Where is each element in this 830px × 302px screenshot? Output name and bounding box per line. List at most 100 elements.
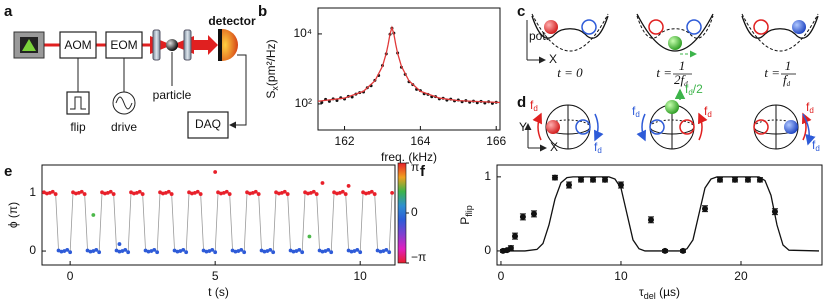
- point: [519, 213, 526, 220]
- axis-label: Y: [519, 120, 527, 134]
- time-denominator: 2fd: [674, 72, 688, 88]
- point: [108, 189, 113, 194]
- point: [381, 249, 386, 253]
- point: [195, 189, 200, 194]
- point: [143, 248, 148, 253]
- point: [117, 249, 122, 254]
- colorbar-tick-label: −π: [411, 250, 426, 264]
- x-tick-label: 5: [212, 269, 219, 283]
- point: [701, 205, 708, 212]
- point: [731, 176, 738, 183]
- point: [85, 248, 90, 253]
- point: [530, 210, 537, 217]
- text: d: [787, 80, 791, 88]
- freq-label: fd: [594, 140, 602, 155]
- point: [507, 244, 514, 251]
- time-label: t =: [764, 65, 780, 80]
- point: [617, 182, 624, 188]
- colorbar-tick-label: 0: [411, 205, 418, 219]
- point: [178, 249, 183, 253]
- panel-label: b: [258, 3, 267, 20]
- text: d: [707, 110, 711, 119]
- point: [300, 250, 305, 255]
- point: [123, 247, 128, 252]
- text: d: [684, 80, 688, 88]
- point: [366, 191, 371, 195]
- text: f: [632, 104, 636, 118]
- x-tick-label: 166: [486, 134, 506, 148]
- point: [50, 189, 55, 194]
- point: [337, 191, 342, 195]
- particle-label: particle: [153, 88, 192, 102]
- point: [146, 249, 151, 254]
- time-label: t =: [656, 65, 672, 80]
- plot-area: [500, 174, 820, 254]
- point: [126, 250, 131, 255]
- point: [117, 242, 122, 246]
- point: [74, 191, 78, 196]
- line: [500, 176, 820, 252]
- text: /2: [693, 82, 703, 96]
- axis-label: pot.: [529, 29, 549, 43]
- point: [187, 190, 191, 195]
- time-numerator: 1: [785, 58, 792, 73]
- point: [137, 189, 142, 194]
- y-tick-label: 0: [484, 243, 491, 257]
- text: τ: [639, 285, 644, 299]
- point: [47, 191, 52, 195]
- point: [224, 189, 229, 194]
- point: [361, 190, 365, 195]
- point: [129, 190, 133, 195]
- point: [744, 176, 751, 183]
- x-axis-label: t (s): [208, 285, 229, 299]
- text: x: [270, 86, 280, 91]
- point: [155, 250, 160, 255]
- point: [327, 99, 331, 103]
- text: f: [783, 72, 789, 87]
- point: [230, 248, 235, 253]
- drive-label: drive: [111, 120, 137, 134]
- point: [378, 249, 383, 254]
- freq-label: fd: [704, 104, 712, 119]
- point: [680, 247, 687, 254]
- point: [201, 248, 206, 253]
- x-tick-label: 0: [67, 269, 74, 283]
- point: [358, 250, 363, 255]
- point: [306, 191, 310, 196]
- point: [190, 191, 194, 196]
- y-axis-label: Sx(pm²/Hz): [264, 39, 280, 98]
- text: d: [533, 104, 537, 113]
- text: f: [806, 100, 810, 114]
- x-tick-label: 162: [335, 134, 355, 148]
- point: [216, 190, 220, 195]
- rotation-diagram: Y X fd fd fd fd fd/2 fd fd: [519, 82, 820, 155]
- point: [103, 191, 107, 196]
- panel-label: f: [420, 163, 426, 180]
- text: f: [530, 98, 534, 112]
- point: [53, 192, 58, 196]
- point: [262, 249, 267, 254]
- x-axis-label: τdel (µs): [639, 285, 680, 301]
- point: [227, 192, 232, 196]
- point: [332, 190, 336, 195]
- point: [364, 191, 368, 196]
- point: [239, 247, 244, 252]
- text: del: [644, 291, 656, 301]
- panel-label: a: [4, 3, 13, 20]
- point: [132, 191, 136, 196]
- point: [82, 192, 87, 196]
- x-tick-label: 10: [614, 269, 628, 283]
- point: [716, 176, 723, 183]
- point: [355, 247, 360, 252]
- y-tick-label: 10⁴: [293, 26, 312, 40]
- point: [134, 191, 139, 195]
- point: [114, 248, 119, 253]
- point: [320, 181, 325, 185]
- text: d: [597, 146, 601, 155]
- point: [172, 248, 177, 253]
- point: [56, 248, 61, 253]
- point: [45, 191, 49, 196]
- eom-label: EOM: [110, 38, 137, 52]
- point: [279, 191, 284, 195]
- point: [94, 247, 99, 252]
